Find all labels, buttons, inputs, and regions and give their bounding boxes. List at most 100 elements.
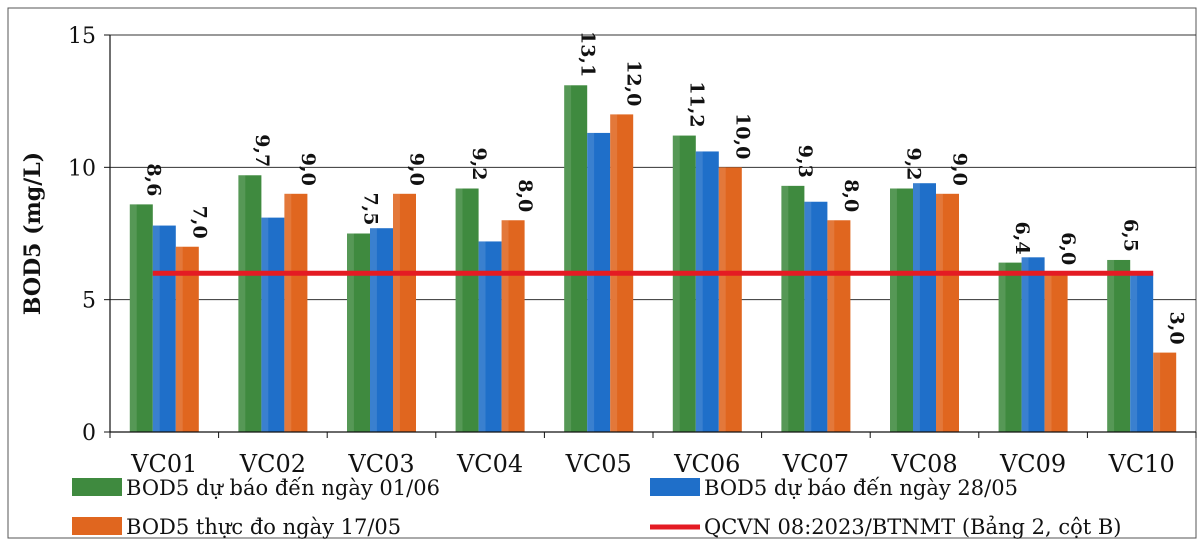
- x-tick-label: VC06: [673, 450, 740, 478]
- bar-highlight: [913, 183, 920, 432]
- bar: [152, 225, 176, 432]
- y-tick-label: 0: [82, 421, 96, 446]
- bar-highlight: [804, 201, 812, 432]
- x-tick-label: VC03: [347, 450, 414, 478]
- bar: [347, 233, 370, 432]
- bar-highlight: [890, 188, 897, 432]
- x-tick-label: VC08: [890, 450, 957, 478]
- bar: [1044, 273, 1068, 432]
- data-label: 9,7: [251, 134, 273, 167]
- legend-label: BOD5 thực đo ngày 17/05: [126, 515, 401, 539]
- y-axis-label: BOD5 (mg/L): [20, 152, 46, 315]
- bar-highlight: [501, 220, 509, 432]
- bars-group: [129, 85, 1177, 433]
- data-label: 8,0: [514, 179, 536, 212]
- bar: [718, 167, 742, 433]
- legend-swatch: [72, 517, 122, 535]
- bar: [695, 151, 719, 432]
- bar: [1153, 352, 1177, 432]
- bar-highlight: [587, 132, 595, 432]
- bar: [564, 85, 588, 432]
- bar-highlight: [1021, 257, 1029, 432]
- data-label: 9,2: [903, 147, 925, 180]
- legend-swatch: [650, 478, 700, 496]
- bar-highlight: [238, 175, 246, 433]
- bar-highlight: [347, 233, 354, 432]
- y-tick-label: 15: [68, 24, 96, 49]
- bar-highlight: [455, 188, 463, 432]
- bar: [804, 201, 828, 432]
- bar: [1130, 273, 1154, 432]
- x-tick-label: VC02: [239, 450, 306, 478]
- bar-highlight: [393, 193, 400, 432]
- bar-highlight: [998, 262, 1006, 432]
- bar: [936, 193, 959, 432]
- bar-highlight: [478, 241, 486, 432]
- data-label: 8,0: [840, 179, 862, 212]
- bar: [238, 175, 262, 433]
- y-tick-label: 5: [82, 289, 96, 314]
- axes-group: 0 5 10 15 VC01 VC02 VC03 VC04 VC05 VC06 VC07 VC08 VC…: [68, 24, 1197, 478]
- bar: [672, 135, 696, 432]
- data-label: 8,6: [142, 163, 164, 196]
- x-tick-label: VC05: [565, 450, 632, 478]
- data-label: 9,0: [949, 153, 971, 186]
- data-label: 9,0: [406, 153, 428, 186]
- bar: [129, 204, 153, 432]
- bar: [913, 183, 936, 432]
- y-tick-label: 10: [68, 156, 96, 181]
- bar-highlight: [718, 167, 726, 433]
- data-label: 9,2: [468, 147, 490, 180]
- bar-highlight: [261, 217, 269, 432]
- data-label: 6,5: [1120, 219, 1142, 252]
- legend-label: BOD5 dự báo đến ngày 01/06: [126, 476, 440, 500]
- bar-highlight: [1153, 352, 1161, 432]
- data-label: 13,1: [577, 31, 599, 77]
- bar: [175, 246, 199, 432]
- bar: [370, 228, 393, 432]
- bar-highlight: [1107, 259, 1115, 432]
- bar-highlight: [152, 225, 160, 432]
- bar: [455, 188, 479, 432]
- data-label: 6,0: [1057, 232, 1079, 265]
- bar-highlight: [284, 193, 292, 432]
- bar-highlight: [175, 246, 183, 432]
- x-tick-label: VC10: [1108, 450, 1175, 478]
- data-label: 3,0: [1166, 312, 1188, 345]
- bar: [284, 193, 308, 432]
- data-label: 12,0: [623, 60, 645, 106]
- data-labels-group: 8,6 9,7 7,5 9,2 13,1 11,2 9,3 9,2 6,4 6,5 7,0 9,0 9,…: [142, 31, 1187, 345]
- data-label: 10,0: [731, 113, 753, 159]
- data-label: 7,0: [188, 206, 210, 239]
- bar-highlight: [827, 220, 835, 432]
- bar-highlight: [129, 204, 137, 432]
- bar: [781, 185, 805, 432]
- data-label: 6,4: [1011, 222, 1033, 255]
- data-label: 9,3: [794, 145, 816, 178]
- bar-highlight: [1044, 273, 1052, 432]
- bar: [998, 262, 1022, 432]
- bar-highlight: [672, 135, 680, 432]
- bar-highlight: [1130, 273, 1138, 432]
- x-tick-label: VC04: [456, 450, 523, 478]
- x-tick-label: VC07: [782, 450, 849, 478]
- legend-swatch: [72, 478, 122, 496]
- x-tick-label: VC09: [999, 450, 1066, 478]
- bar: [1107, 259, 1131, 432]
- legend-label: QCVN 08:2023/BTNMT (Bảng 2, cột B): [704, 515, 1121, 539]
- data-label: 7,5: [360, 192, 382, 225]
- bar: [1021, 257, 1045, 432]
- bar: [587, 132, 611, 432]
- bar-highlight: [695, 151, 703, 432]
- x-tick-label: VC01: [130, 450, 197, 478]
- bar-highlight: [370, 228, 377, 432]
- bar-highlight: [564, 85, 572, 432]
- bar: [478, 241, 502, 432]
- bar-highlight: [781, 185, 789, 432]
- chart-frame: [7, 7, 1197, 539]
- bar: [890, 188, 913, 432]
- data-label: 11,2: [685, 81, 707, 127]
- data-label: 9,0: [297, 153, 319, 186]
